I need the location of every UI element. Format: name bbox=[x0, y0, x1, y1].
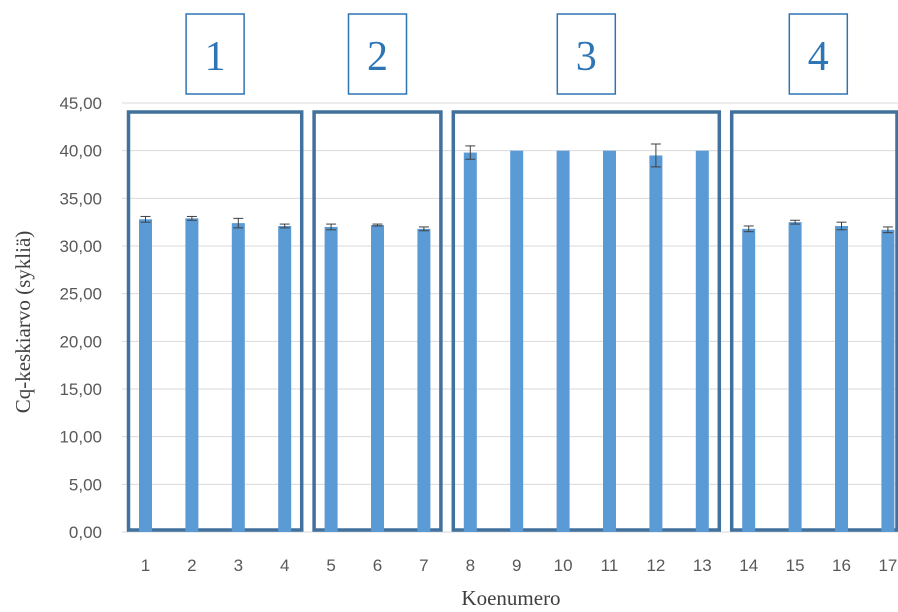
bar bbox=[556, 150, 570, 532]
bar bbox=[231, 223, 245, 532]
x-tick-label: 14 bbox=[739, 556, 758, 575]
bar bbox=[324, 226, 338, 532]
group-label-box bbox=[788, 13, 849, 95]
x-tick-label: 3 bbox=[234, 556, 243, 575]
group-label-box bbox=[347, 13, 408, 95]
x-tick-label: 6 bbox=[373, 556, 382, 575]
y-tick-label: 5,00 bbox=[69, 475, 102, 494]
y-tick-label: 20,00 bbox=[59, 332, 102, 351]
x-tick-label: 12 bbox=[646, 556, 665, 575]
y-tick-label: 45,00 bbox=[59, 94, 102, 113]
bar bbox=[371, 225, 384, 532]
bar bbox=[463, 152, 477, 532]
bar bbox=[742, 228, 756, 532]
y-tick-labels: 0,00 5,00 10,00 15,00 20,00 25,00 30,00 35,00 40… bbox=[59, 94, 102, 542]
x-tick-label: 5 bbox=[326, 556, 335, 575]
gridlines bbox=[122, 102, 898, 533]
y-tick-label: 10,00 bbox=[59, 428, 102, 447]
bar bbox=[881, 229, 895, 532]
y-axis-title: Cq-keskiarvo (sykliä) bbox=[11, 231, 35, 414]
x-tick-label: 7 bbox=[419, 556, 428, 575]
bar bbox=[510, 150, 524, 532]
group-label: 4 bbox=[808, 34, 829, 80]
x-tick-label: 1 bbox=[141, 556, 150, 575]
x-tick-label: 9 bbox=[512, 556, 521, 575]
bar bbox=[788, 222, 802, 532]
group-box bbox=[451, 110, 722, 532]
group-box bbox=[126, 110, 304, 532]
bar bbox=[835, 225, 848, 533]
bar bbox=[649, 155, 663, 532]
y-tick-label: 35,00 bbox=[59, 189, 102, 208]
bar bbox=[603, 150, 616, 532]
x-tick-label: 16 bbox=[832, 556, 851, 575]
x-tick-label: 13 bbox=[693, 556, 712, 575]
y-tick-label: 40,00 bbox=[59, 142, 102, 161]
group-label-box bbox=[556, 13, 617, 95]
error-bars bbox=[140, 143, 893, 234]
group-box bbox=[729, 110, 898, 532]
bar bbox=[417, 228, 431, 532]
x-tick-label: 15 bbox=[786, 556, 805, 575]
y-tick-label: 30,00 bbox=[59, 237, 102, 256]
y-tick-label: 25,00 bbox=[59, 285, 102, 304]
x-tick-label: 2 bbox=[187, 556, 196, 575]
y-tick-label: 15,00 bbox=[59, 380, 102, 399]
x-tick-label: 11 bbox=[601, 556, 619, 575]
group-label: 2 bbox=[367, 34, 388, 80]
bar bbox=[185, 218, 199, 532]
x-tick-labels: 1 2 3 4 5 6 7 8 9 10 11 12 13 14 15 16 17 bbox=[141, 556, 898, 575]
x-axis-title: Koenumero bbox=[461, 586, 560, 610]
group-labels: 1 2 3 4 bbox=[185, 13, 849, 95]
bar bbox=[139, 219, 152, 532]
x-tick-label: 10 bbox=[554, 556, 573, 575]
x-tick-label: 4 bbox=[280, 556, 289, 575]
bar bbox=[695, 150, 709, 532]
bars bbox=[139, 150, 895, 533]
group-label: 1 bbox=[205, 34, 226, 80]
bar bbox=[278, 225, 292, 533]
x-tick-label: 17 bbox=[878, 556, 897, 575]
y-tick-label: 0,00 bbox=[69, 523, 102, 542]
group-label: 3 bbox=[576, 34, 597, 80]
group-label-box bbox=[185, 13, 245, 95]
x-tick-label: 8 bbox=[466, 556, 475, 575]
